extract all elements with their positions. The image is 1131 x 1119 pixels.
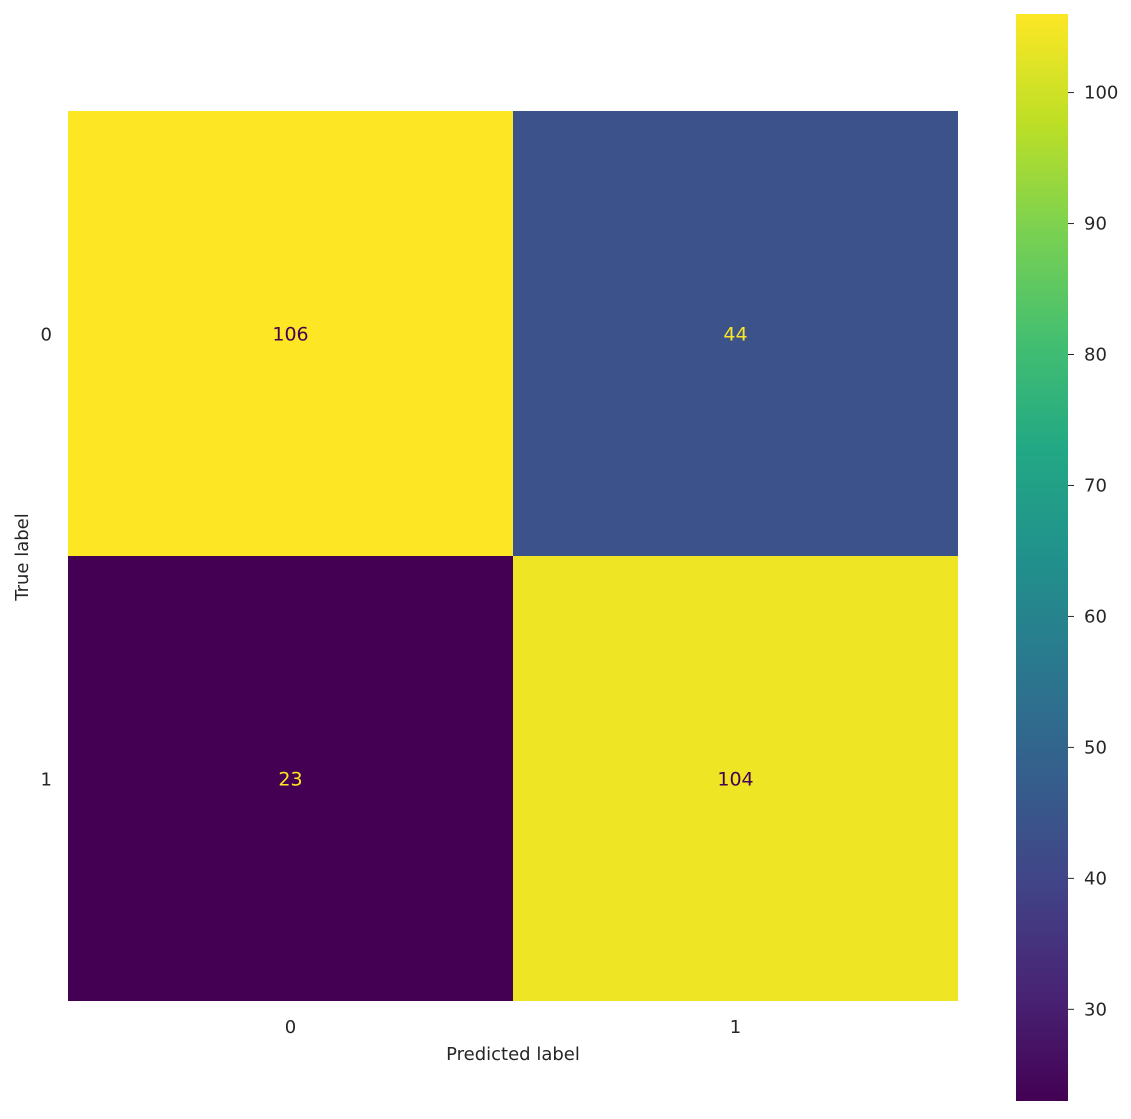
heatmap-cell-0-1 — [513, 111, 958, 556]
colorbar-tick-label-60: 60 — [1084, 606, 1107, 627]
cell-value-0-0: 106 — [272, 324, 308, 346]
colorbar: 30 40 50 60 70 80 90 100 — [1016, 14, 1118, 1101]
y-axis-label: True label — [12, 513, 33, 602]
cell-value-1-0: 23 — [278, 769, 302, 791]
colorbar-tick-label-100: 100 — [1084, 83, 1118, 104]
cell-value-1-1: 104 — [717, 769, 753, 791]
colorbar-tick-label-40: 40 — [1084, 868, 1107, 889]
colorbar-gradient — [1016, 14, 1068, 1101]
colorbar-tick-label-80: 80 — [1084, 345, 1107, 366]
cell-value-labels: 106 44 23 104 — [272, 324, 753, 791]
colorbar-tick-label-50: 50 — [1084, 737, 1107, 758]
y-tick-label-0: 0 — [41, 325, 52, 346]
heatmap-cell-1-0 — [68, 556, 513, 1001]
y-tick-label-1: 1 — [41, 770, 52, 791]
colorbar-tick-label-30: 30 — [1084, 999, 1107, 1020]
cell-value-0-1: 44 — [723, 324, 747, 346]
heatmap-cell-0-0 — [68, 111, 513, 556]
x-tick-label-1: 1 — [730, 1017, 741, 1038]
x-axis-label: Predicted label — [446, 1044, 580, 1065]
colorbar-tick-label-70: 70 — [1084, 475, 1107, 496]
heatmap-cell-1-1 — [513, 556, 958, 1001]
colorbar-ticks: 30 40 50 60 70 80 90 100 — [1068, 83, 1118, 1020]
heatmap-cells — [68, 111, 958, 1001]
axes: Predicted label True label 0 1 0 1 — [12, 325, 741, 1066]
x-tick-label-0: 0 — [285, 1017, 296, 1038]
colorbar-tick-label-90: 90 — [1084, 214, 1107, 235]
